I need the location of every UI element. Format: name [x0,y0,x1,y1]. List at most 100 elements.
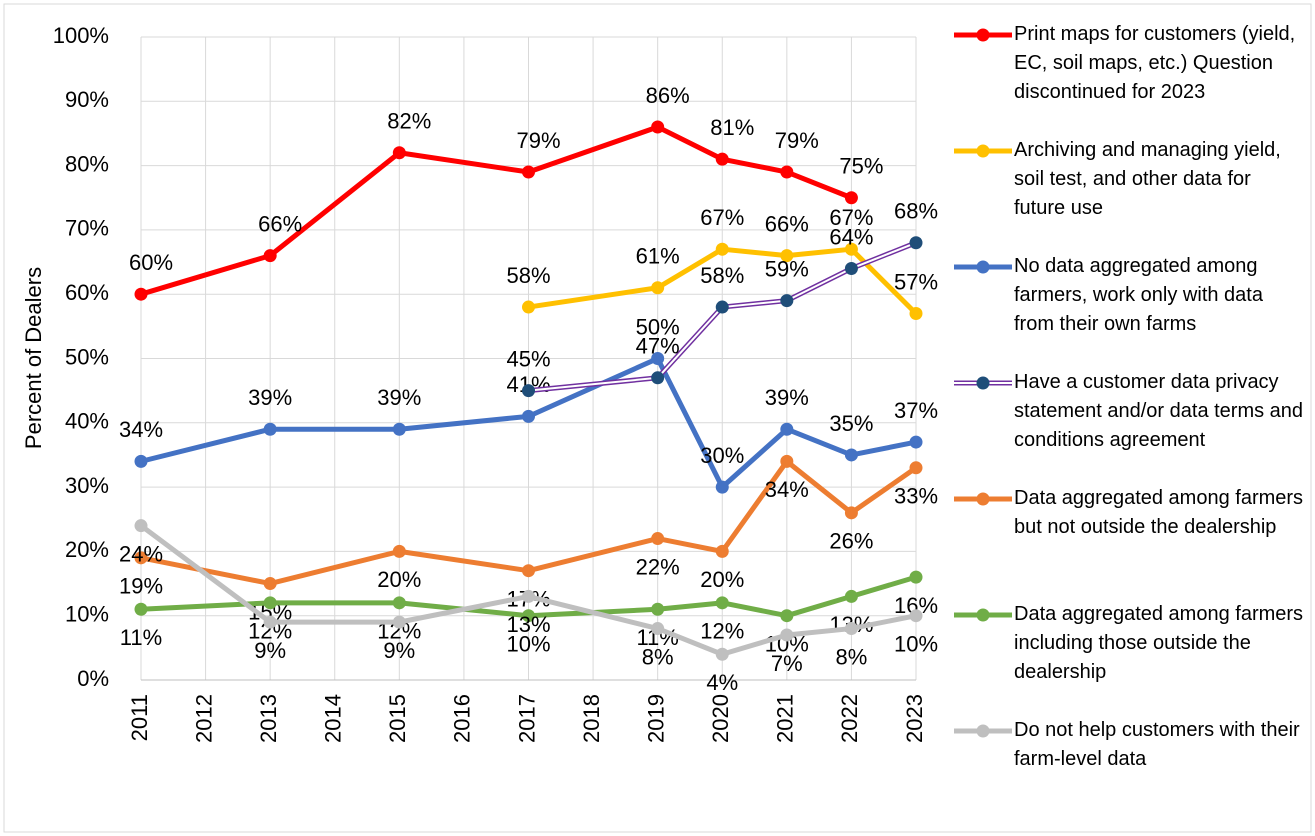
legend-marker [976,492,990,506]
data-label: 45% [506,346,550,371]
y-tick-label: 10% [65,602,109,627]
x-tick-label: 2019 [643,694,668,743]
legend-marker [976,260,990,274]
data-point [715,480,729,494]
data-point [651,352,665,365]
data-label: 19% [119,574,163,599]
data-point [263,422,277,436]
data-label: 58% [506,263,550,288]
data-label: 11% [120,625,162,650]
data-point [134,602,148,616]
data-label: 58% [700,263,744,288]
series-line-inner [528,241,917,392]
data-point [844,622,858,636]
data-label: 59% [765,256,809,281]
data-point [263,577,277,591]
data-label: 10% [506,632,550,657]
data-point [909,609,923,623]
data-label: 86% [646,83,690,108]
legend-marker [976,144,990,158]
data-point [715,544,729,558]
x-tick-label: 2016 [450,694,475,743]
y-tick-label: 20% [65,537,109,562]
data-point [392,146,406,160]
data-point [522,609,535,623]
data-label: 39% [765,385,809,410]
data-point [522,384,535,398]
legend-marker [976,28,990,42]
data-point [651,120,665,134]
data-point [844,589,858,603]
data-label: 75% [839,154,883,179]
legend-item: Print maps for customers (yield, EC, soi… [952,20,1304,107]
legend-label: Print maps for customers (yield, EC, soi… [1014,23,1296,103]
y-axis-label: Percent of Dealers [21,267,46,449]
legend-label: Have a customer data privacy statement a… [1014,371,1304,451]
data-label: 66% [258,211,302,236]
data-point [844,506,858,520]
data-label: 26% [829,529,873,554]
data-label: 34% [119,417,163,442]
data-label: 67% [700,205,744,230]
data-point [263,249,277,263]
y-tick-label: 100% [53,23,109,48]
legend-item: No data aggregated among farmers, work o… [952,252,1304,339]
y-tick-label: 50% [65,344,109,369]
data-point [844,191,858,205]
data-point [780,294,794,308]
data-label: 66% [765,211,809,236]
data-label: 34% [765,477,809,502]
data-label: 20% [377,567,421,592]
data-label: 61% [636,244,680,269]
data-point [909,306,923,320]
data-point [134,551,148,565]
data-point [651,281,665,295]
y-tick-label: 40% [65,409,109,434]
y-tick-label: 60% [65,280,109,305]
data-point [715,152,729,166]
data-point [134,519,148,533]
legend-label: Do not help customers with their farm-le… [1014,719,1300,770]
data-point [715,300,729,314]
data-point [844,261,858,275]
data-point [909,461,923,475]
data-label: 37% [894,398,938,423]
data-point [909,435,923,449]
data-label: 60% [129,250,173,275]
x-tick-label: 2020 [708,694,733,743]
data-point [522,589,535,603]
data-label: 22% [636,554,680,579]
data-point [715,242,729,256]
legend-swatch [954,724,1012,738]
data-point [522,300,535,314]
data-label: 24% [119,541,163,566]
y-tick-label: 0% [77,666,109,691]
data-label: 35% [829,411,873,436]
legend-swatch [954,28,1012,42]
data-point [651,602,665,616]
data-point [134,287,148,301]
data-label: 68% [894,199,938,224]
data-label: 10% [894,632,938,657]
data-point [844,242,858,256]
data-label: 4% [706,670,738,695]
series-line [528,246,918,316]
y-tick-label: 80% [65,151,109,176]
data-label: 12% [700,619,744,644]
data-point [780,609,794,623]
legend-label: Data aggregated among farmers including … [1014,603,1304,683]
data-point [651,532,665,546]
data-point [780,422,794,436]
data-label: 57% [894,269,938,294]
x-tick-label: 2013 [256,694,281,743]
legend-swatch [954,376,1012,390]
data-label: 79% [516,128,560,153]
data-point [263,615,277,629]
data-point [522,564,535,578]
series-line [140,124,853,297]
legend-item: Archiving and managing yield, soil test,… [952,136,1304,223]
data-label: 50% [636,314,680,339]
data-point [909,236,923,250]
